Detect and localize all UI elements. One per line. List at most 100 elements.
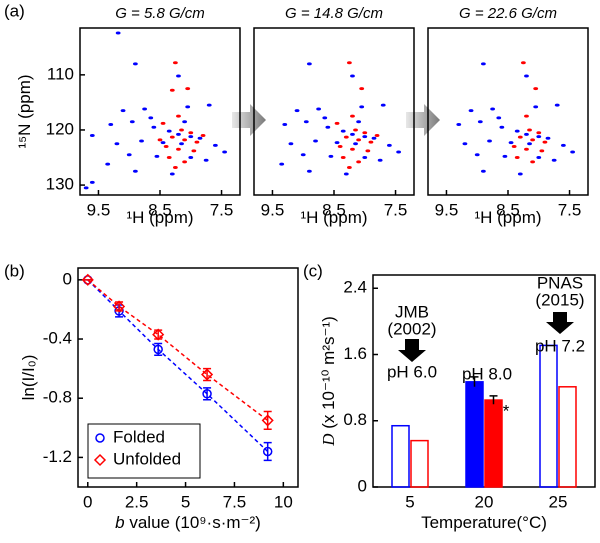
annotation: pH 6.0 bbox=[387, 362, 437, 381]
arrow bbox=[398, 339, 426, 362]
peak bbox=[279, 162, 285, 166]
peak bbox=[545, 136, 551, 140]
peak bbox=[487, 139, 492, 143]
x-tick-label: 7.5 bbox=[558, 200, 582, 219]
x-tick-label: 8.5 bbox=[148, 200, 172, 219]
peak bbox=[511, 144, 517, 148]
y-tick-label: -0.8 bbox=[43, 388, 72, 407]
peak bbox=[176, 147, 181, 151]
peak bbox=[129, 120, 135, 124]
peak bbox=[362, 135, 368, 139]
peak bbox=[499, 125, 505, 129]
peak bbox=[480, 169, 486, 173]
annotation: (2002) bbox=[387, 319, 436, 338]
x-tick-label: 7.5 bbox=[210, 200, 234, 219]
peak bbox=[154, 154, 160, 158]
peak bbox=[343, 172, 349, 176]
y-tick-label: 2.4 bbox=[343, 278, 367, 297]
arrow bbox=[232, 104, 266, 136]
peak bbox=[536, 156, 542, 160]
chart-title: G = 22.6 G/cm bbox=[459, 5, 557, 22]
peak bbox=[462, 142, 468, 146]
peak bbox=[151, 125, 157, 129]
x-axis-label: Temperature(°C) bbox=[421, 513, 547, 532]
peak bbox=[502, 154, 508, 158]
peak bbox=[365, 149, 371, 153]
peak bbox=[115, 31, 121, 35]
peak bbox=[203, 158, 209, 162]
plot-frame bbox=[427, 27, 589, 196]
annotation: * bbox=[503, 401, 510, 420]
peak bbox=[313, 139, 318, 143]
peak bbox=[188, 135, 194, 139]
peak bbox=[527, 128, 532, 132]
x-tick-label: 9.5 bbox=[435, 200, 459, 219]
marker bbox=[95, 433, 105, 443]
peak bbox=[554, 103, 560, 107]
y-axis-text: ¹⁵N (ppm) bbox=[15, 74, 34, 148]
y-axis-text: (x 10⁻¹⁰ m²s⁻¹) bbox=[319, 316, 338, 433]
peak bbox=[368, 140, 374, 144]
error-bar bbox=[263, 441, 272, 462]
x-axis-text: value (10⁹·s·m⁻²) bbox=[125, 513, 261, 532]
annotation: (2015) bbox=[535, 290, 584, 309]
marker bbox=[153, 344, 163, 355]
peak bbox=[120, 109, 126, 113]
peak bbox=[169, 88, 175, 92]
y-tick-label: 0 bbox=[63, 269, 72, 288]
panel-label: (b) bbox=[4, 261, 25, 280]
peak bbox=[142, 107, 148, 111]
x-axis-text: ¹H (ppm) bbox=[126, 208, 193, 227]
legend-box bbox=[87, 423, 201, 479]
peak bbox=[176, 74, 181, 78]
peak bbox=[480, 62, 486, 66]
y-axis-label: D (x 10⁻¹⁰ m²s⁻¹) bbox=[319, 316, 339, 447]
peak bbox=[356, 138, 362, 142]
x-tick-label: 2.5 bbox=[125, 492, 149, 511]
peak bbox=[212, 143, 218, 147]
peak bbox=[160, 141, 166, 145]
x-axis-label: b value (10⁹·s·m⁻²) bbox=[115, 513, 261, 532]
legend-label: Unfolded bbox=[113, 449, 181, 468]
peak bbox=[508, 141, 514, 145]
peak bbox=[316, 107, 322, 111]
peak bbox=[530, 160, 536, 164]
peak bbox=[176, 114, 181, 118]
peak bbox=[527, 142, 532, 146]
error-bar bbox=[263, 410, 272, 431]
peak bbox=[514, 129, 520, 133]
peak bbox=[89, 133, 95, 137]
annotation: JMB bbox=[395, 302, 429, 321]
peak bbox=[524, 147, 529, 151]
bar bbox=[539, 344, 558, 488]
peak bbox=[477, 120, 483, 124]
y-axis-text: ln(I/I₀) bbox=[19, 355, 38, 401]
x-tick-label: 10 bbox=[274, 492, 293, 511]
peak bbox=[551, 158, 557, 162]
peak bbox=[179, 142, 184, 146]
marker bbox=[81, 273, 94, 286]
bar bbox=[391, 424, 410, 488]
x-tick-label: 7.5 bbox=[384, 200, 408, 219]
peak bbox=[350, 74, 355, 78]
x-tick-label: 5 bbox=[181, 492, 190, 511]
peak bbox=[172, 61, 178, 65]
peak bbox=[353, 128, 358, 132]
y-tick-label: 120 bbox=[46, 119, 74, 138]
peak bbox=[524, 114, 529, 118]
y-axis-symbol: D bbox=[319, 433, 338, 447]
peak bbox=[294, 109, 300, 113]
peak bbox=[362, 156, 368, 160]
peak bbox=[185, 87, 191, 91]
marker bbox=[152, 328, 165, 341]
y-tick-label: 0 bbox=[358, 476, 367, 495]
peak bbox=[530, 138, 536, 142]
peak bbox=[166, 129, 172, 133]
peak bbox=[346, 165, 352, 169]
x-tick-label: 20 bbox=[475, 492, 494, 511]
peak bbox=[350, 132, 355, 136]
annotation: pH 7.2 bbox=[535, 336, 585, 355]
peak bbox=[536, 131, 542, 135]
chart-title: G = 5.8 G/cm bbox=[115, 5, 205, 22]
marker bbox=[202, 389, 212, 399]
